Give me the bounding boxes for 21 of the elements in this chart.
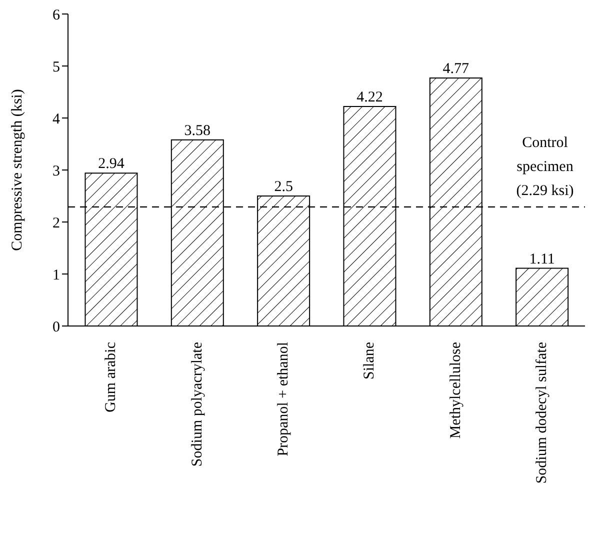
x-tick-label: Sodium dodecyl sulfate xyxy=(534,342,550,484)
x-tick-label: Sodium polyacrylate xyxy=(189,342,206,467)
y-tick-label: 0 xyxy=(52,319,60,336)
x-tick-label: Silane xyxy=(362,342,378,380)
data-label: 4.22 xyxy=(356,90,383,106)
data-label: 2.5 xyxy=(274,179,293,195)
x-tick-label: Gum arabic xyxy=(103,342,120,412)
y-tick-label: 5 xyxy=(52,59,60,76)
y-tick-label: 6 xyxy=(52,7,60,24)
ref-line-label: Control specimen (2.29 ksi) xyxy=(516,134,574,199)
x-tick-label: Propanol + ethanol xyxy=(275,342,292,456)
data-label: 2.94 xyxy=(98,156,125,172)
x-tick-label: Methylcellulose xyxy=(448,342,464,439)
y-axis-title: Compressive strength (ksi) xyxy=(9,89,26,251)
y-tick-label: 2 xyxy=(52,215,60,232)
y-tick-label: 1 xyxy=(52,267,60,284)
y-tick-label: 3 xyxy=(52,163,60,180)
data-label: 3.58 xyxy=(184,122,211,139)
data-label: 1.11 xyxy=(529,251,555,268)
y-tick-label: 4 xyxy=(52,111,60,128)
data-label: 4.77 xyxy=(442,60,470,77)
